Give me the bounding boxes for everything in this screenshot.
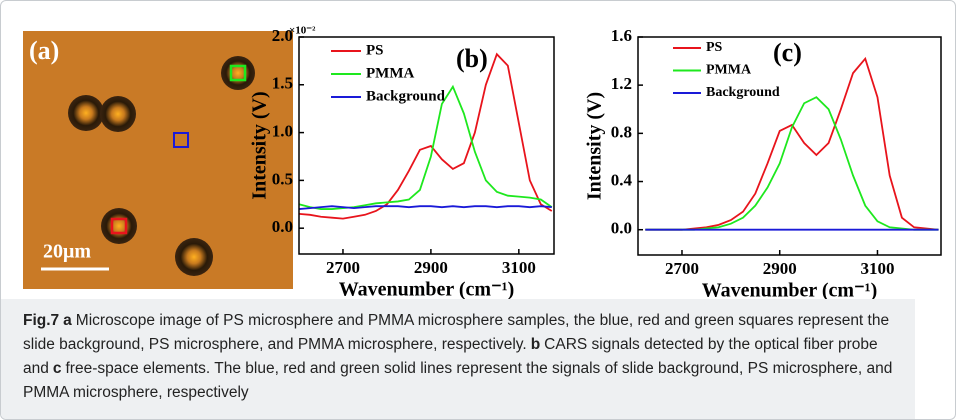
- x-tick-label: 2900: [414, 258, 448, 277]
- x-tick-label: 2700: [665, 259, 699, 278]
- x-tick-label: 2900: [763, 259, 797, 278]
- background-square: [173, 132, 189, 148]
- x-tick-label: 3100: [502, 258, 536, 277]
- caption: Fig.7 a Microscope image of PS microsphere…: [1, 299, 915, 419]
- series-line: [298, 205, 552, 210]
- pmma-square: [229, 64, 247, 82]
- caption-text: free-space elements. The blue, red and g…: [23, 360, 893, 401]
- y-tick-label: 0.4: [611, 170, 633, 189]
- legend-label: PMMA: [706, 63, 752, 78]
- y-tick-label: 0.0: [611, 219, 632, 238]
- panel-label: (b): [456, 44, 488, 73]
- chart: 0.0 0.5 1.0 1.5 2.0 2700 2900 3100 Wavenumber (c…: [249, 25, 555, 299]
- legend-label: PMMA: [366, 65, 414, 81]
- panel-a: 20μm (a): [23, 31, 293, 289]
- caption-label: b: [530, 336, 541, 353]
- plot-frame: [637, 36, 942, 256]
- y-tick-label: 2.0: [272, 26, 293, 45]
- caption-label: a: [63, 312, 72, 329]
- series-line: [298, 52, 553, 220]
- y-tick-label: 1.5: [272, 74, 293, 93]
- y-axis-label: Intensity (V): [249, 91, 271, 199]
- legend-label: PS: [366, 42, 384, 58]
- series-line: [645, 56, 939, 231]
- x-axis-label: Wavenumber (cm⁻¹): [339, 279, 515, 299]
- y-tick-label: 1.0: [272, 122, 293, 141]
- x-tick-label: 2700: [326, 258, 360, 277]
- caption-label: Fig.7: [23, 312, 60, 329]
- microsphere: [100, 96, 136, 132]
- caption-text: CARS signals detected by the optical fib…: [23, 336, 878, 377]
- y-tick-label: 1.6: [611, 26, 632, 45]
- y-tick-label: 0.0: [272, 217, 293, 236]
- microsphere: [221, 56, 255, 90]
- figure-panels: 20μm (a) 0.0 0.5 1.0 1.5 2.0 2700 2900 3100 Wave…: [23, 25, 942, 299]
- legend-label: Background: [366, 88, 446, 104]
- legend-label: Background: [706, 85, 780, 100]
- x-axis-label: Wavenumber (cm⁻¹): [702, 280, 878, 299]
- series-line: [298, 84, 553, 210]
- chart: 0.0 0.4 0.8 1.2 1.6 2700 2900 3100 Wavenumber (c…: [584, 26, 942, 299]
- axis-multiplier: ×10⁻²: [289, 25, 316, 37]
- legend-label: PS: [706, 40, 723, 55]
- y-tick-label: 0.8: [611, 122, 632, 141]
- series-line: [645, 96, 939, 231]
- y-tick-label: 1.2: [611, 74, 632, 93]
- ps-square: [110, 217, 128, 235]
- y-tick-label: 0.5: [272, 169, 293, 188]
- y-axis-label: Intensity (V): [584, 92, 606, 200]
- microsphere: [68, 95, 104, 131]
- panel-label: (a): [29, 36, 59, 65]
- microsphere: [175, 238, 213, 276]
- plot-frame: [298, 36, 555, 255]
- scale-bar-label: 20μm: [43, 241, 91, 263]
- caption-text: Microscope image of PS microsphere and P…: [23, 312, 890, 353]
- microsphere: [101, 208, 137, 244]
- x-tick-label: 3100: [860, 259, 894, 278]
- panel-label: (c): [773, 38, 802, 67]
- caption-label: c: [52, 360, 62, 377]
